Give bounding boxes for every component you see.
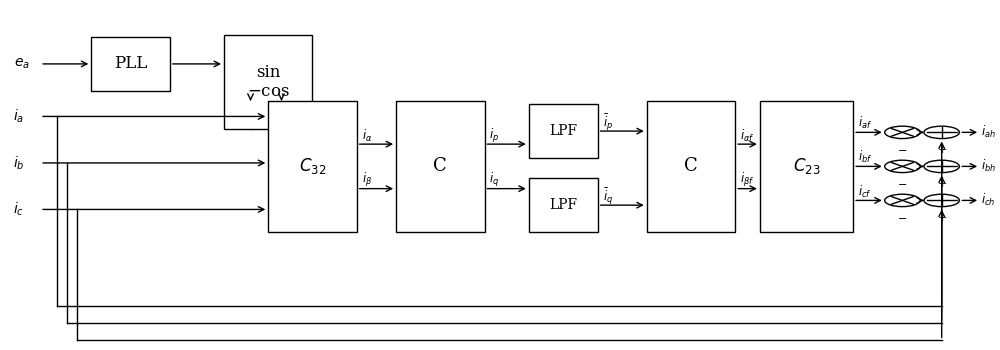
Text: $e_a$: $e_a$ — [14, 57, 30, 71]
Bar — [760, 101, 853, 232]
Text: $i_{\alpha f}$: $i_{\alpha f}$ — [740, 127, 755, 144]
Text: $i_{af}$: $i_{af}$ — [858, 116, 872, 132]
Text: $i_{ch}$: $i_{ch}$ — [981, 193, 995, 209]
Bar — [91, 37, 170, 91]
Text: $i_a$: $i_a$ — [13, 108, 24, 125]
Text: $+$: $+$ — [937, 212, 947, 223]
Bar — [647, 101, 735, 232]
Text: C: C — [684, 158, 698, 175]
Text: $-$: $-$ — [897, 212, 907, 222]
Bar — [529, 178, 598, 232]
Text: PLL: PLL — [114, 55, 147, 72]
Text: $-$: $-$ — [897, 178, 907, 188]
Bar — [268, 101, 357, 232]
Text: $i_\beta$: $i_\beta$ — [362, 171, 372, 189]
Text: $+$: $+$ — [937, 178, 947, 189]
Text: $i_\alpha$: $i_\alpha$ — [362, 127, 372, 144]
Text: C: C — [433, 158, 447, 175]
Text: $i_{bf}$: $i_{bf}$ — [858, 149, 873, 166]
Text: $+$: $+$ — [937, 144, 947, 155]
Text: $i_q$: $i_q$ — [489, 171, 500, 189]
Text: $i_c$: $i_c$ — [13, 201, 24, 218]
Text: $i_{ah}$: $i_{ah}$ — [981, 124, 996, 140]
Bar — [224, 35, 312, 128]
Text: $i_{\beta f}$: $i_{\beta f}$ — [740, 171, 755, 189]
Bar — [529, 104, 598, 158]
Text: $i_{bh}$: $i_{bh}$ — [981, 158, 996, 174]
Text: LPF: LPF — [549, 198, 577, 212]
Text: sin
$-$cos: sin $-$cos — [247, 64, 290, 100]
Text: $C_{32}$: $C_{32}$ — [299, 156, 326, 176]
Text: $\bar{i}_p$: $\bar{i}_p$ — [603, 112, 613, 133]
Text: $i_p$: $i_p$ — [489, 127, 500, 145]
Text: $i_b$: $i_b$ — [13, 154, 24, 172]
Text: $\bar{i}_q$: $\bar{i}_q$ — [603, 186, 613, 207]
Text: LPF: LPF — [549, 124, 577, 138]
Text: $-$: $-$ — [897, 144, 907, 154]
Text: $i_{cf}$: $i_{cf}$ — [858, 183, 872, 199]
Text: $C_{23}$: $C_{23}$ — [793, 156, 820, 176]
Bar — [396, 101, 485, 232]
